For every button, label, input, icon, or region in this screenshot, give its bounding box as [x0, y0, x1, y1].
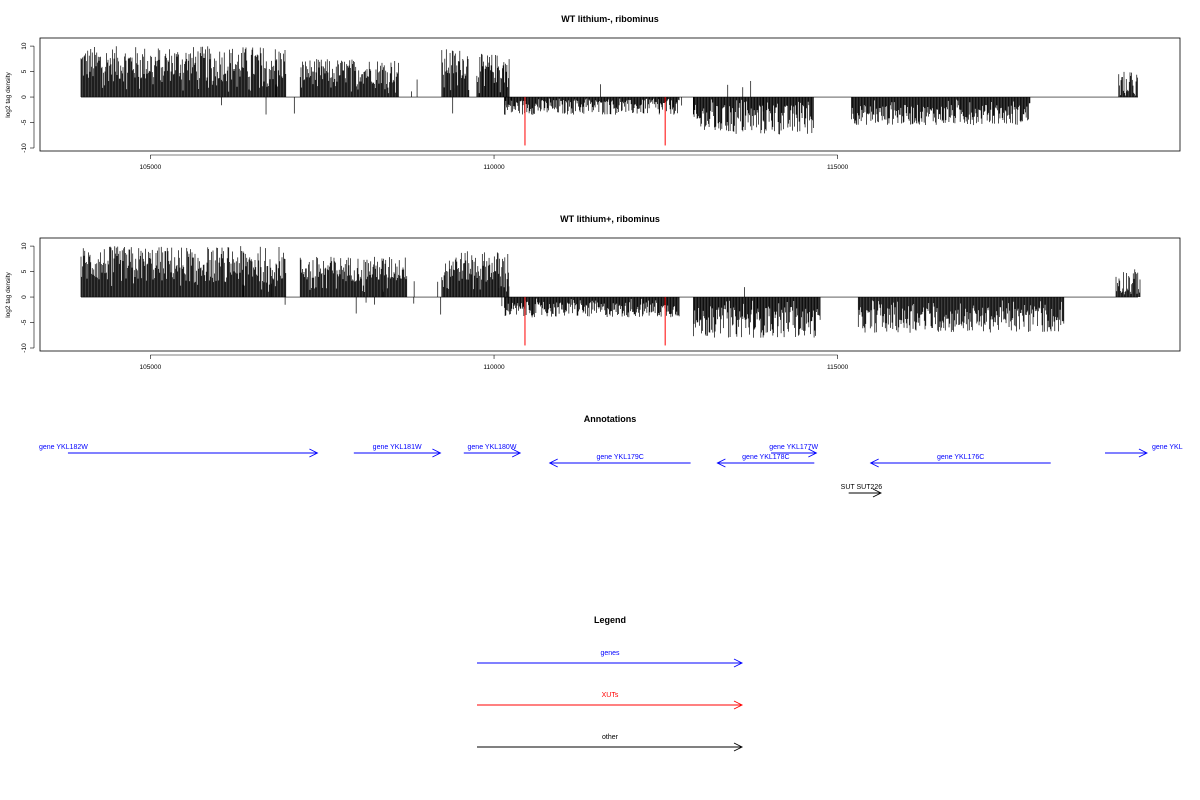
feature-label: gene YKL181W	[373, 444, 422, 451]
annotation-feature: gene YKL	[1105, 444, 1183, 458]
feature-label: SUT SUT226	[841, 484, 883, 491]
annotation-feature: gene YKL180W	[463, 444, 522, 458]
feature-label: gene YKL	[1152, 444, 1183, 451]
y-tick-label: -10	[21, 143, 28, 153]
panel-title: WT lithium-, ribominus	[561, 14, 659, 24]
arrowhead	[548, 458, 558, 468]
feature-label: gene YKL182W	[39, 444, 88, 451]
density-bars	[80, 46, 1138, 146]
annotations-track: Annotations gene YKL182W gene YKL181W gene…	[39, 414, 1183, 498]
x-axis: 105000 110000 115000	[140, 354, 849, 371]
arrowhead	[872, 488, 882, 498]
arrowhead	[511, 448, 522, 458]
annotation-feature: gene YKL177W	[769, 444, 819, 458]
panel-title: WT lithium+, ribominus	[560, 214, 660, 224]
arrowhead	[1138, 448, 1148, 458]
legend-item-xuts: XUTs	[477, 692, 744, 710]
annotation-feature: gene YKL176C	[869, 454, 1051, 468]
feature-label: gene YKL180W	[468, 444, 517, 451]
legend-label: genes	[600, 650, 620, 657]
y-axis: -10 -5 0 5 10	[21, 42, 35, 153]
annotation-feature: gene YKL178C	[716, 454, 815, 468]
annotation-feature: gene YKL179C	[548, 454, 691, 468]
annotation-feature: gene YKL181W	[353, 444, 442, 458]
legend-title: Legend	[594, 615, 626, 625]
arrowhead	[733, 658, 744, 668]
y-tick-label: 5	[21, 69, 28, 73]
annotation-feature: gene YKL182W	[39, 444, 319, 458]
y-axis-label: log2 tag density	[5, 271, 12, 317]
track-panel-lithium-plus: WT lithium+, ribominus log2 tag density …	[5, 214, 1181, 371]
plot-frame	[39, 237, 1181, 352]
feature-label: gene YKL178C	[742, 454, 789, 461]
feature-label: gene YKL177W	[769, 444, 818, 451]
y-tick-label: 10	[21, 42, 28, 50]
arrowhead	[808, 448, 818, 458]
y-tick-label: -10	[21, 343, 28, 353]
y-axis: -10 -5 0 5 10	[21, 242, 35, 353]
annotation-features: gene YKL182W gene YKL181W gene YKL180W gene…	[39, 444, 1183, 498]
legend-items: genes XUTs other	[477, 650, 744, 752]
x-tick-label: 115000	[827, 164, 849, 171]
y-tick-label: -5	[21, 319, 28, 325]
y-tick-label: 10	[21, 242, 28, 250]
density-bars	[80, 246, 1141, 346]
legend-item-other: other	[477, 734, 744, 752]
legend-label: other	[602, 734, 619, 741]
track-panel-lithium-minus: WT lithium-, ribominus log2 tag density …	[5, 14, 1181, 171]
x-tick-label: 105000	[140, 364, 162, 371]
x-tick-label: 110000	[483, 364, 505, 371]
feature-label: gene YKL179C	[596, 454, 643, 461]
y-tick-label: 5	[21, 269, 28, 273]
x-axis: 105000 110000 115000	[140, 154, 849, 171]
x-tick-label: 115000	[827, 364, 849, 371]
x-tick-label: 105000	[140, 164, 162, 171]
arrowhead	[716, 458, 726, 468]
y-tick-label: -5	[21, 119, 28, 125]
annotations-title: Annotations	[584, 414, 637, 424]
arrowhead	[733, 700, 744, 710]
arrowhead	[309, 448, 319, 458]
y-tick-label: 0	[21, 95, 28, 99]
legend: Legend genes XUTs other	[477, 615, 744, 752]
y-tick-label: 0	[21, 295, 28, 299]
arrowhead	[432, 448, 442, 458]
legend-item-genes: genes	[477, 650, 744, 668]
y-axis-label: log2 tag density	[5, 71, 12, 117]
legend-label: XUTs	[602, 692, 619, 699]
x-tick-label: 110000	[483, 164, 505, 171]
arrowhead	[869, 458, 879, 468]
annotation-feature: SUT SUT226	[841, 484, 883, 498]
arrowhead	[733, 742, 744, 752]
feature-label: gene YKL176C	[937, 454, 984, 461]
plot-frame	[39, 37, 1181, 152]
